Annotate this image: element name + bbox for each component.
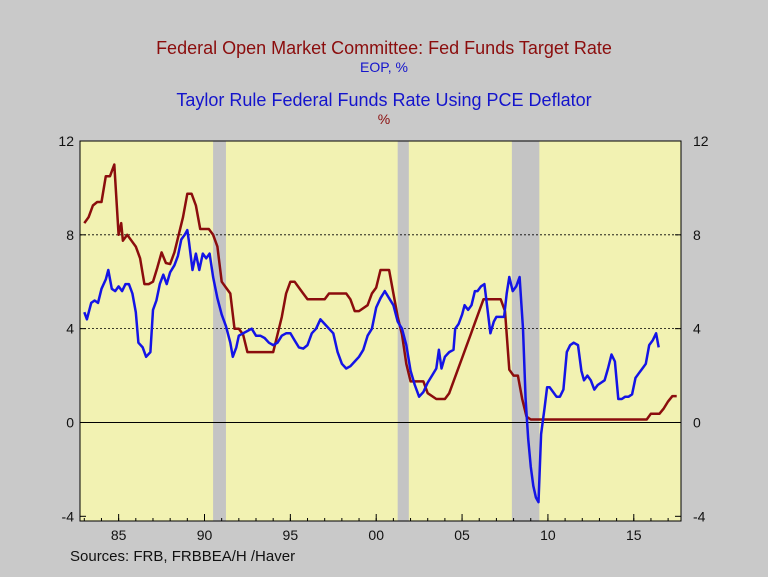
y-tick-label-right: 0	[693, 414, 701, 430]
x-tick-label: 15	[626, 527, 642, 543]
plot-area	[80, 141, 681, 521]
series-line-taylor-rule	[83, 228, 660, 504]
y-tick-label-left: 4	[66, 321, 74, 337]
x-tick-label: 00	[368, 527, 384, 543]
chart-subtitle-eop: EOP, %	[360, 59, 408, 75]
y-tick-label-right: 8	[693, 227, 701, 243]
x-tick-label: 05	[454, 527, 470, 543]
y-tick-label-left: 12	[58, 133, 74, 149]
x-tick-label: 10	[540, 527, 556, 543]
y-tick-label-left: 0	[66, 414, 74, 430]
x-tick-label: 90	[197, 527, 213, 543]
chart-title-fed-funds: Federal Open Market Committee: Fed Funds…	[156, 38, 612, 58]
y-tick-label-left: 8	[66, 227, 74, 243]
recession-band-2	[511, 141, 540, 521]
source-note: Sources: FRB, FRBBEA/H /Haver	[70, 548, 296, 565]
x-tick-label: 85	[111, 527, 127, 543]
y-tick-label-left: -4	[62, 508, 75, 524]
x-tick-label: 95	[283, 527, 299, 543]
y-tick-label-right: 4	[693, 321, 701, 337]
chart-title-taylor-rule: Taylor Rule Federal Funds Rate Using PCE…	[176, 90, 592, 110]
y-tick-label-right: -4	[693, 508, 706, 524]
recession-band-0	[213, 141, 226, 521]
plot-frame	[79, 140, 682, 522]
y-tick-label-right: 12	[693, 133, 709, 149]
series-line-fed-funds-target	[83, 163, 677, 421]
chart-subtitle-percent: %	[377, 111, 391, 127]
